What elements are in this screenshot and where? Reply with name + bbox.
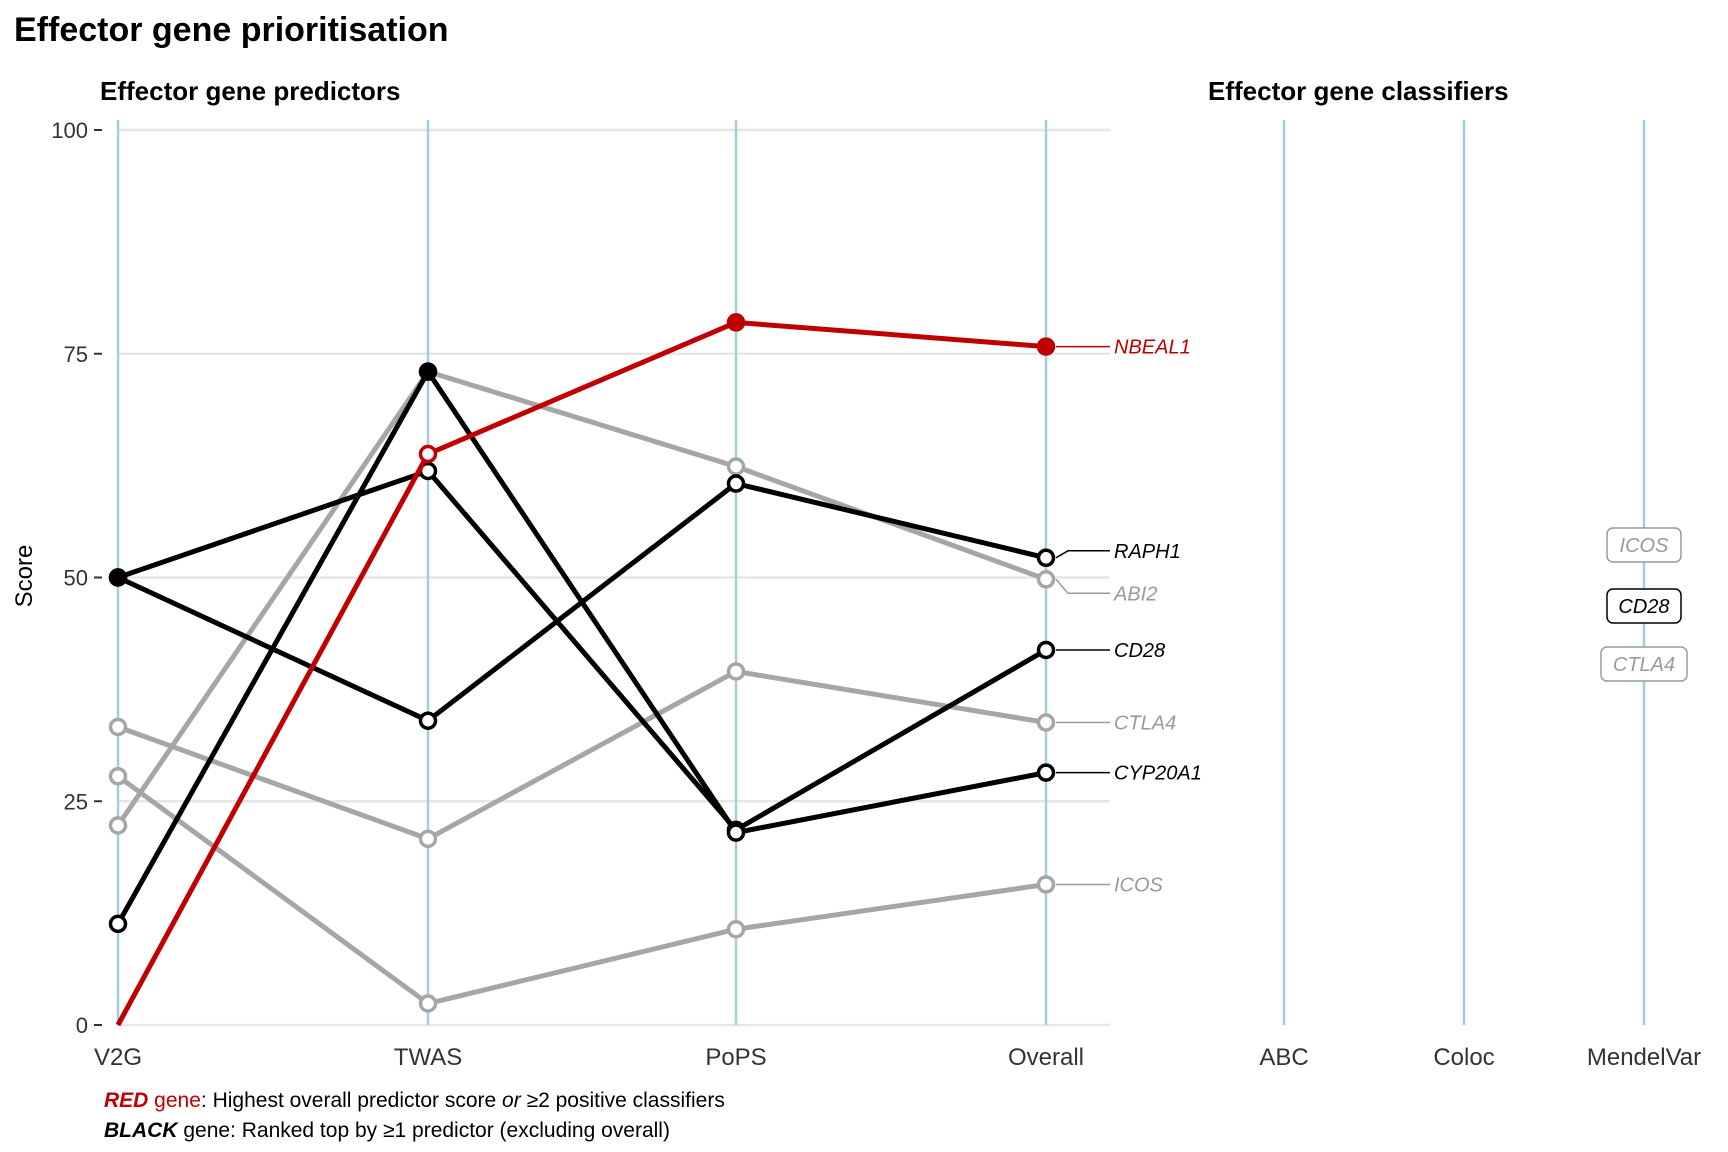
gene-label-icos: ICOS	[1114, 874, 1164, 896]
point-cyp20a1-pops	[726, 823, 746, 842]
point-raph1-overall	[1036, 548, 1056, 568]
footnote-text-1b: ≥2 positive classifiers	[521, 1089, 725, 1112]
point-nbeal1-twas	[418, 444, 438, 464]
series-line-cd28	[117, 468, 1048, 833]
y-tick-label-100: 100	[51, 118, 88, 143]
classifier-label-ctla4: CTLA4	[1613, 654, 1675, 676]
gene-label-nbeal1: NBEAL1	[1114, 337, 1191, 359]
point-ctla4-twas	[418, 829, 438, 849]
x-tick-label-twas: TWAS	[394, 1044, 462, 1071]
footnote-line-1: RED gene: Highest overall predictor scor…	[104, 1089, 725, 1112]
footnote-black-keyword: BLACK	[104, 1119, 179, 1142]
classifier-label-icos: ICOS	[1620, 535, 1670, 557]
classifier-box-ctla4	[1600, 646, 1688, 682]
point-ctla4-overall	[1036, 713, 1056, 732]
leader-raph1	[1055, 550, 1110, 559]
gene-labels: NBEAL1 RAPH1 ABI2 CD28 CTLA4 CYP20A1 ICOS	[1055, 337, 1202, 896]
point-cd28-overall	[1036, 640, 1056, 660]
series-line-cyp20a1	[115, 369, 1047, 926]
footnote-text-2: gene: Ranked top by ≥1 predictor (exclud…	[178, 1119, 670, 1142]
series-line-nbeal1	[115, 319, 1047, 1027]
leader-abi2	[1055, 578, 1110, 595]
point-nbeal1-overall	[1036, 337, 1056, 356]
classifier-box-cd28	[1606, 588, 1682, 624]
footnote-text-1a: : Highest overall predictor score	[201, 1089, 502, 1112]
gene-label-ctla4: CTLA4	[1114, 712, 1176, 734]
classifier-box-icos	[1606, 527, 1682, 563]
point-ctla4-v2g	[108, 717, 128, 737]
gene-label-cyp20a1: CYP20A1	[1114, 763, 1202, 785]
point-nbeal1-pops	[726, 313, 746, 332]
y-axis-ticks: 0 25 50 75 100	[51, 118, 102, 1038]
y-axis-label: Score	[11, 545, 38, 608]
y-tick-label-50: 50	[64, 566, 88, 591]
series-icos	[108, 766, 1056, 1013]
category-labels: V2G TWAS PoPS Overall ABC Coloc MendelVar	[94, 1044, 1701, 1071]
category-axes	[116, 120, 1646, 1025]
x-tick-label-abc: ABC	[1259, 1044, 1308, 1071]
point-cd28-v2g	[108, 568, 128, 587]
series-nbeal1	[115, 313, 1056, 1027]
gene-label-raph1: RAPH1	[1114, 541, 1181, 563]
point-cyp20a1-v2g	[108, 914, 128, 934]
point-icos-twas	[418, 994, 438, 1013]
point-cyp20a1-overall	[1036, 763, 1056, 782]
point-ctla4-pops	[726, 662, 746, 681]
footnote-red-gene: gene	[148, 1089, 201, 1112]
series-line-ctla4	[117, 668, 1047, 842]
footnote-red-keyword: RED	[104, 1089, 148, 1112]
predictors-panel-title: Effector gene predictors	[100, 76, 401, 106]
series-cyp20a1	[108, 362, 1056, 934]
point-raph1-twas	[418, 711, 438, 730]
y-tick-label-25: 25	[64, 789, 88, 814]
point-icos-v2g	[108, 766, 128, 786]
y-tick-label-75: 75	[64, 342, 88, 367]
footnote-or: or	[502, 1089, 522, 1112]
chart-title: Effector gene prioritisation	[14, 11, 449, 49]
point-icos-overall	[1036, 875, 1056, 894]
series-line-icos	[116, 774, 1047, 1007]
x-tick-label-coloc: Coloc	[1433, 1044, 1494, 1071]
point-icos-pops	[726, 919, 746, 939]
y-tick-label-0: 0	[76, 1013, 88, 1038]
point-raph1-pops	[726, 474, 746, 493]
x-tick-label-mendelvar: MendelVar	[1587, 1044, 1701, 1071]
x-tick-label-pops: PoPS	[705, 1044, 766, 1071]
classifiers-panel-title: Effector gene classifiers	[1208, 76, 1509, 106]
series-lines	[108, 313, 1056, 1027]
point-abi2-overall	[1036, 570, 1056, 589]
gene-label-cd28: CD28	[1114, 640, 1165, 662]
x-tick-label-v2g: V2G	[94, 1044, 142, 1071]
point-abi2-pops	[726, 457, 746, 476]
point-cyp20a1-twas	[418, 362, 438, 381]
classifier-label-cd28: CD28	[1618, 596, 1669, 618]
classifier-labels: ICOS CD28 CTLA4	[1600, 527, 1688, 682]
point-abi2-v2g	[108, 816, 128, 835]
gene-label-abi2: ABI2	[1113, 583, 1157, 605]
series-ctla4	[108, 662, 1056, 849]
x-tick-label-overall: Overall	[1008, 1044, 1084, 1071]
footnote-line-2: BLACK gene: Ranked top by ≥1 predictor (…	[104, 1119, 670, 1142]
